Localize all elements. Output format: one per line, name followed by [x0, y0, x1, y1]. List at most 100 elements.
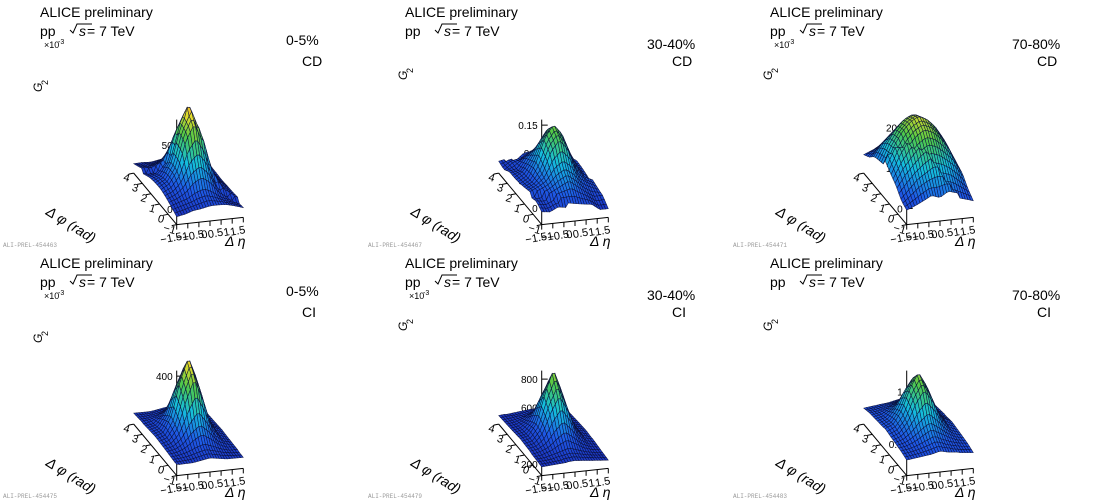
- surface-plot: [133, 360, 244, 465]
- y-tick-5: [128, 172, 134, 175]
- y-tick-0: [901, 475, 907, 478]
- y-tick-5: [858, 423, 864, 426]
- x-tick-label-0: −1.5: [159, 231, 182, 247]
- y-axis-label: Δ φ (rad): [43, 453, 99, 496]
- surface-cell: [603, 203, 609, 210]
- x-axis-label: Δ η: [589, 233, 611, 249]
- z-axis-exponent-power: -3: [58, 39, 64, 46]
- x-tick-label-4: 0.5: [207, 227, 224, 241]
- system-label: pp: [405, 274, 421, 290]
- x-axis-label: Δ η: [589, 484, 611, 500]
- sqrt-symbol: [434, 274, 457, 285]
- x-tick-label-5: 1: [588, 477, 596, 490]
- y-tick-label-5: 4: [852, 423, 861, 436]
- z-axis-label-subscript: 2: [405, 319, 415, 324]
- z-axis-label: G: [761, 322, 775, 331]
- z-axis-label-subscript: 2: [770, 319, 780, 324]
- y-axis: [133, 423, 178, 476]
- y-tick-label-1: 0: [156, 213, 165, 226]
- x-tick-label-0: −1.5: [524, 231, 547, 247]
- y-tick-label-4: 3: [861, 182, 870, 195]
- x-tick-label-0: −1.5: [889, 231, 912, 247]
- y-tick-label-5: 4: [122, 172, 131, 185]
- y-tick-4: [502, 182, 508, 185]
- x-tick-label-3: 0: [565, 480, 573, 493]
- preliminary-id: ALI-PREL-454483: [733, 493, 787, 500]
- y-tick-label-3: 2: [869, 192, 878, 205]
- y-axis: [498, 423, 543, 476]
- surface-plot: [863, 374, 974, 461]
- x-tick-label-6: 1.5: [594, 475, 611, 489]
- y-tick-3: [510, 444, 516, 447]
- experiment-label: ALICE preliminary: [770, 4, 883, 20]
- y-axis: [863, 172, 908, 225]
- z-tick-label-1: 400: [156, 372, 173, 383]
- experiment-label: ALICE preliminary: [40, 255, 153, 271]
- preliminary-id: ALI-PREL-454479: [368, 493, 422, 500]
- x-tick-label-2: −0.5: [912, 479, 935, 495]
- y-tick-5: [493, 172, 499, 175]
- y-axis: [133, 172, 178, 225]
- charge-label: CD: [1037, 53, 1057, 69]
- y-tick-label-3: 2: [139, 443, 148, 456]
- y-tick-2: [884, 203, 890, 206]
- y-tick-label-4: 3: [131, 182, 140, 195]
- x-tick-label-5: 1: [953, 226, 961, 239]
- y-tick-5: [493, 423, 499, 426]
- y-tick-label-1: 0: [521, 464, 530, 477]
- z-axis-exponent: ×10: [409, 291, 424, 301]
- centrality-label: 70-80%: [1012, 36, 1060, 52]
- sqrt-symbol: [69, 23, 92, 34]
- x-tick-label-5: 1: [588, 226, 596, 239]
- sqrt-symbol: [799, 274, 822, 285]
- x-tick-label-2: −0.5: [547, 228, 570, 244]
- x-tick-label-5: 1: [223, 226, 231, 239]
- y-axis-label: Δ φ (rad): [43, 202, 99, 245]
- x-tick-label-0: −1.5: [889, 482, 912, 498]
- y-tick-label-3: 2: [504, 443, 513, 456]
- x-axis-label: Δ η: [224, 484, 246, 500]
- experiment-label: ALICE preliminary: [770, 255, 883, 271]
- y-tick-label-3: 2: [869, 443, 878, 456]
- x-tick-label-4: 0.5: [937, 478, 954, 492]
- y-axis: [863, 423, 908, 476]
- z-axis-label: G: [396, 322, 410, 331]
- surface-cell: [238, 454, 244, 458]
- charge-label: CD: [672, 53, 692, 69]
- y-tick-label-4: 3: [496, 182, 505, 195]
- y-tick-4: [502, 433, 508, 436]
- y-tick-0: [536, 475, 542, 478]
- y-tick-5: [128, 423, 134, 426]
- y-tick-2: [519, 203, 525, 206]
- y-tick-label-2: 1: [878, 203, 887, 216]
- y-tick-label-5: 4: [487, 172, 496, 185]
- preliminary-id: ALI-PREL-454463: [3, 242, 57, 249]
- x-axis-label: Δ η: [954, 233, 976, 249]
- x-tick-label-3: 0: [930, 229, 938, 242]
- y-axis-label: Δ φ (rad): [773, 202, 829, 245]
- y-tick-label-5: 4: [852, 172, 861, 185]
- z-tick-label-1: 50: [162, 141, 174, 152]
- y-tick-label-2: 1: [878, 454, 887, 467]
- charge-label: CI: [1037, 304, 1051, 320]
- energy-symbol: s: [444, 274, 451, 290]
- y-tick-label-5: 4: [122, 423, 131, 436]
- y-tick-label-3: 2: [139, 192, 148, 205]
- y-tick-0: [901, 224, 907, 227]
- energy-symbol: s: [444, 23, 451, 39]
- centrality-label: 30-40%: [647, 287, 695, 303]
- centrality-label: 30-40%: [647, 36, 695, 52]
- system-label: pp: [40, 274, 56, 290]
- y-tick-label-2: 1: [148, 454, 157, 467]
- y-tick-2: [519, 454, 525, 457]
- y-tick-1: [163, 464, 169, 467]
- y-tick-label-2: 1: [148, 203, 157, 216]
- x-tick-label-0: −1.5: [159, 482, 182, 498]
- z-tick-label-0: 0: [167, 205, 173, 216]
- z-axis-label-subscript: 2: [40, 80, 50, 85]
- z-tick-label-0: 0: [532, 204, 538, 215]
- y-tick-label-2: 1: [513, 454, 522, 467]
- z-tick-label-0: 0: [897, 204, 903, 215]
- y-tick-label-1: 0: [156, 464, 165, 477]
